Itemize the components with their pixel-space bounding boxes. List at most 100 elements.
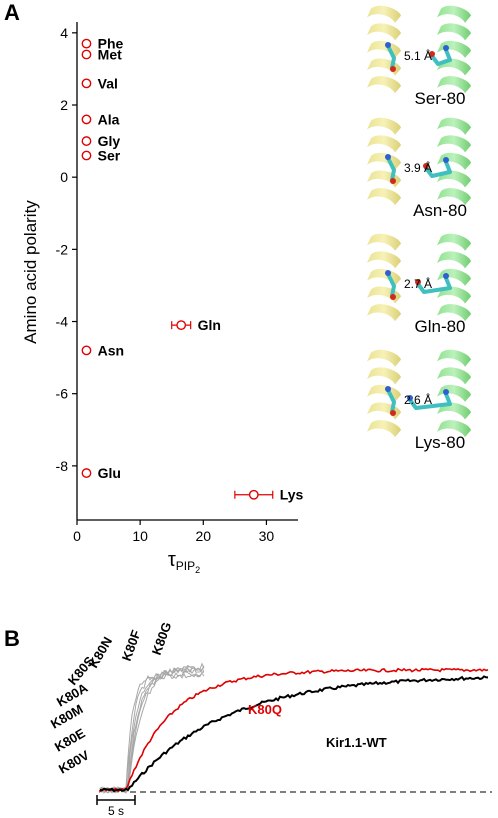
- helix-turn: [367, 402, 401, 420]
- yellow-helix-ribbon: [367, 117, 401, 206]
- nitrogen-atom: [443, 45, 449, 51]
- helix-turn: [437, 420, 471, 438]
- structure-label: Gln-80: [414, 317, 465, 336]
- terminal-atom: [415, 279, 421, 285]
- green-helix-ribbon: [437, 117, 471, 206]
- helix-turn: [367, 251, 401, 269]
- data-point-ser: Ser: [81, 148, 121, 164]
- right-residue-stick: [424, 160, 452, 178]
- oxygen-atom: [390, 294, 396, 300]
- terminal-atom: [429, 51, 435, 57]
- point-marker: [81, 468, 92, 478]
- point-marker: [248, 489, 259, 500]
- terminal-atom: [423, 163, 429, 169]
- helix-turn: [367, 40, 401, 58]
- yellow-helix-ribbon: [367, 349, 401, 438]
- helix-turn: [437, 40, 471, 58]
- helix-turn: [367, 23, 401, 41]
- panel-a-letter: A: [4, 0, 20, 25]
- helix-turn: [437, 76, 471, 94]
- point-marker: [81, 114, 92, 125]
- helix-turn: [367, 286, 401, 304]
- helix-turn: [437, 188, 471, 206]
- nitrogen-atom: [385, 386, 391, 392]
- helix-turn: [437, 268, 471, 286]
- y-tick-label: -8: [56, 458, 69, 474]
- structure-ser-80: 5.1 Å Ser-80: [367, 5, 471, 108]
- helix-turn: [437, 23, 471, 41]
- point-label: Ala: [98, 111, 120, 127]
- distance-label: 5.1 Å: [404, 48, 432, 63]
- point-marker: [81, 49, 92, 60]
- x-tick-label: 20: [195, 528, 211, 544]
- structure-gln-80: 2.7 Å Gln-80: [367, 233, 471, 336]
- data-point-phe: Phe: [81, 36, 124, 52]
- point-label: Val: [98, 75, 118, 91]
- left-residue-stick: [386, 272, 397, 298]
- yellow-helix-ribbon: [367, 5, 401, 94]
- helix-turn: [367, 58, 401, 76]
- data-point-met: Met: [81, 46, 122, 62]
- helix-turn: [437, 286, 471, 304]
- helix-turn: [367, 384, 401, 402]
- right-residue-stick: [416, 276, 452, 294]
- helix-turn: [437, 117, 471, 135]
- mutant-label-k80f: K80F: [119, 628, 144, 663]
- oxygen-atom: [390, 410, 396, 416]
- y-tick-labels: 4 2 0 -2 -4 -6 -8: [56, 25, 77, 474]
- x-tick-labels: 0 10 20 30: [73, 520, 274, 544]
- mutant-label-k80g: K80G: [149, 620, 175, 657]
- point-label: Asn: [98, 342, 124, 358]
- helix-turn: [367, 76, 401, 94]
- x-tick-label: 0: [73, 528, 81, 544]
- data-point-glu: Glu: [81, 465, 121, 481]
- x-axis-sub: PIP: [176, 559, 195, 573]
- residue-sticks: [385, 270, 452, 300]
- x-axis-label: τPIP2: [168, 549, 200, 575]
- green-helix-ribbon: [437, 233, 471, 322]
- residue-sticks: [385, 42, 452, 72]
- data-point-gln: Gln: [171, 317, 221, 333]
- structure-label: Lys-80: [415, 433, 465, 452]
- helix-turn: [367, 5, 401, 23]
- scatter-axes: [76, 22, 298, 521]
- distance-label: 2.7 Å: [404, 276, 432, 291]
- residue-sticks: [385, 154, 452, 184]
- helix-turn: [367, 135, 401, 153]
- left-residue-stick: [386, 388, 397, 414]
- green-helix-ribbon: [437, 349, 471, 438]
- helix-turn: [437, 152, 471, 170]
- y-tick-label: 2: [60, 97, 68, 113]
- mutant-label-k80n: K80N: [86, 634, 116, 670]
- distance-label: 3.9 Å: [404, 160, 432, 175]
- point-label: Gln: [198, 317, 221, 333]
- data-point-asn: Asn: [81, 342, 124, 358]
- right-residue-stick: [430, 48, 452, 66]
- point-marker: [176, 320, 187, 331]
- point-marker: [81, 38, 92, 49]
- helix-turn: [367, 188, 401, 206]
- left-residue-stick: [386, 156, 397, 182]
- point-label: Phe: [98, 36, 124, 52]
- point-label: Met: [98, 46, 122, 62]
- helix-turn: [367, 304, 401, 322]
- oxygen-atom: [390, 178, 396, 184]
- terminal-atom: [407, 395, 413, 401]
- helix-turn: [437, 367, 471, 385]
- data-point-val: Val: [81, 75, 118, 91]
- helix-turn: [437, 384, 471, 402]
- polarity-scatter-plot: 420-2-4-6-8 0 10 20 30 PheMetValAlaGlySerGl…: [21, 22, 304, 575]
- structure-panels: 5.1 Å Ser-80 3.9 Å Asn-80 2.7 Å Gln-80 2.6 Å Ly…: [367, 5, 471, 452]
- helix-turn: [367, 152, 401, 170]
- helix-turn: [367, 367, 401, 385]
- wt-trace: [99, 675, 489, 793]
- data-point-ala: Ala: [81, 111, 120, 127]
- helix-turn: [367, 233, 401, 251]
- helix-turn: [437, 233, 471, 251]
- point-marker: [81, 345, 92, 356]
- fast-mutant-traces: [99, 662, 205, 794]
- data-point-lys: Lys: [234, 487, 304, 503]
- point-label: Glu: [98, 465, 121, 481]
